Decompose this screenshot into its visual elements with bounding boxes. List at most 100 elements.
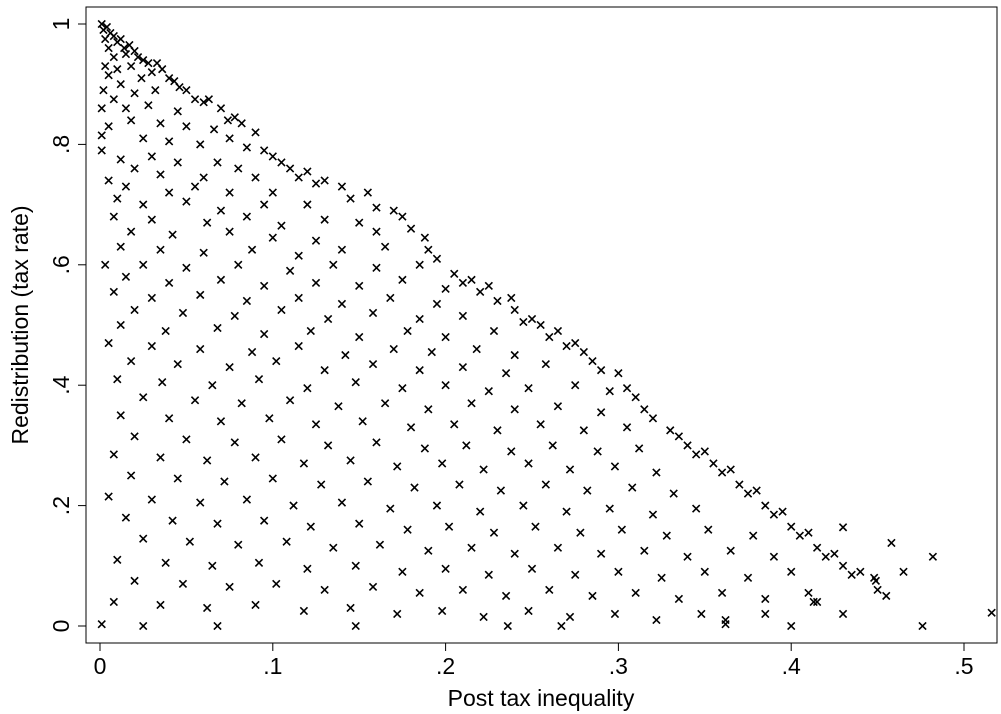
data-point xyxy=(393,462,402,471)
data-point xyxy=(116,242,125,251)
data-point xyxy=(648,414,658,423)
data-point xyxy=(527,564,537,573)
data-point xyxy=(674,432,684,441)
data-point xyxy=(320,365,329,375)
data-point xyxy=(657,573,666,583)
data-point xyxy=(717,468,727,477)
data-point xyxy=(363,477,373,486)
data-point xyxy=(761,501,770,510)
data-point xyxy=(254,558,264,567)
data-point xyxy=(455,480,464,489)
data-point xyxy=(519,501,528,510)
data-point xyxy=(484,281,493,291)
data-point xyxy=(507,293,516,303)
data-point xyxy=(268,188,277,197)
data-point xyxy=(320,585,329,595)
data-point xyxy=(662,531,671,540)
data-point xyxy=(565,465,575,474)
data-point xyxy=(234,540,243,549)
data-point xyxy=(101,260,110,269)
data-point xyxy=(838,561,848,570)
data-point xyxy=(346,603,355,613)
y-tick-label: 0 xyxy=(48,620,74,633)
data-point xyxy=(372,227,381,236)
data-point xyxy=(368,582,378,592)
data-point xyxy=(588,591,597,601)
data-point xyxy=(427,347,436,357)
data-point xyxy=(795,531,805,540)
data-point xyxy=(323,441,333,450)
data-point xyxy=(634,444,644,453)
data-point xyxy=(351,378,360,387)
data-point xyxy=(213,158,222,167)
data-point xyxy=(320,215,329,224)
data-point xyxy=(196,498,205,507)
data-point xyxy=(420,233,430,242)
data-point xyxy=(640,405,649,414)
data-point xyxy=(437,606,447,616)
data-point xyxy=(156,600,165,610)
data-point xyxy=(161,558,170,567)
data-point xyxy=(415,365,424,375)
data-point xyxy=(410,483,419,492)
data-point xyxy=(104,122,113,131)
data-point xyxy=(565,612,575,622)
data-point xyxy=(285,164,295,173)
data-point xyxy=(787,621,796,631)
data-point xyxy=(277,158,286,167)
data-point xyxy=(467,275,476,285)
data-point xyxy=(251,453,260,462)
data-point xyxy=(164,278,174,288)
data-point xyxy=(605,387,614,396)
data-point xyxy=(697,609,706,619)
data-point xyxy=(156,245,165,254)
data-point xyxy=(230,438,239,447)
data-point xyxy=(403,525,412,534)
data-point xyxy=(259,516,269,525)
data-point xyxy=(168,230,177,239)
data-point xyxy=(553,402,563,411)
data-point xyxy=(268,152,277,161)
data-point xyxy=(242,296,252,306)
data-point xyxy=(116,155,125,164)
data-point xyxy=(116,34,125,44)
data-point xyxy=(524,459,533,468)
data-point xyxy=(368,359,378,369)
data-point xyxy=(185,537,195,546)
data-point xyxy=(121,272,131,282)
data-point xyxy=(216,104,226,113)
data-point xyxy=(510,305,519,315)
data-point xyxy=(355,332,364,342)
data-point xyxy=(441,332,450,342)
data-point xyxy=(358,417,367,426)
data-point xyxy=(104,43,113,53)
data-point xyxy=(208,561,217,570)
data-point xyxy=(225,134,234,143)
data-point xyxy=(101,61,110,71)
data-point xyxy=(536,320,545,330)
data-point xyxy=(294,251,303,260)
data-point xyxy=(752,486,761,495)
data-point xyxy=(133,52,143,62)
data-point xyxy=(259,329,269,339)
data-point xyxy=(683,441,692,450)
data-point xyxy=(182,122,191,131)
data-point xyxy=(213,621,222,631)
data-point xyxy=(130,432,139,441)
data-point xyxy=(432,254,442,263)
data-point xyxy=(156,453,165,462)
data-point xyxy=(610,609,620,619)
data-point xyxy=(225,582,234,592)
data-point xyxy=(259,281,269,291)
data-point xyxy=(610,462,620,471)
data-point xyxy=(277,221,286,230)
data-point xyxy=(306,522,315,531)
data-point xyxy=(139,134,148,143)
data-point xyxy=(202,456,212,465)
data-point xyxy=(337,498,347,507)
data-point xyxy=(317,480,326,489)
data-point xyxy=(403,326,412,336)
data-point xyxy=(652,468,661,477)
data-point xyxy=(617,525,627,534)
data-point xyxy=(899,567,908,576)
